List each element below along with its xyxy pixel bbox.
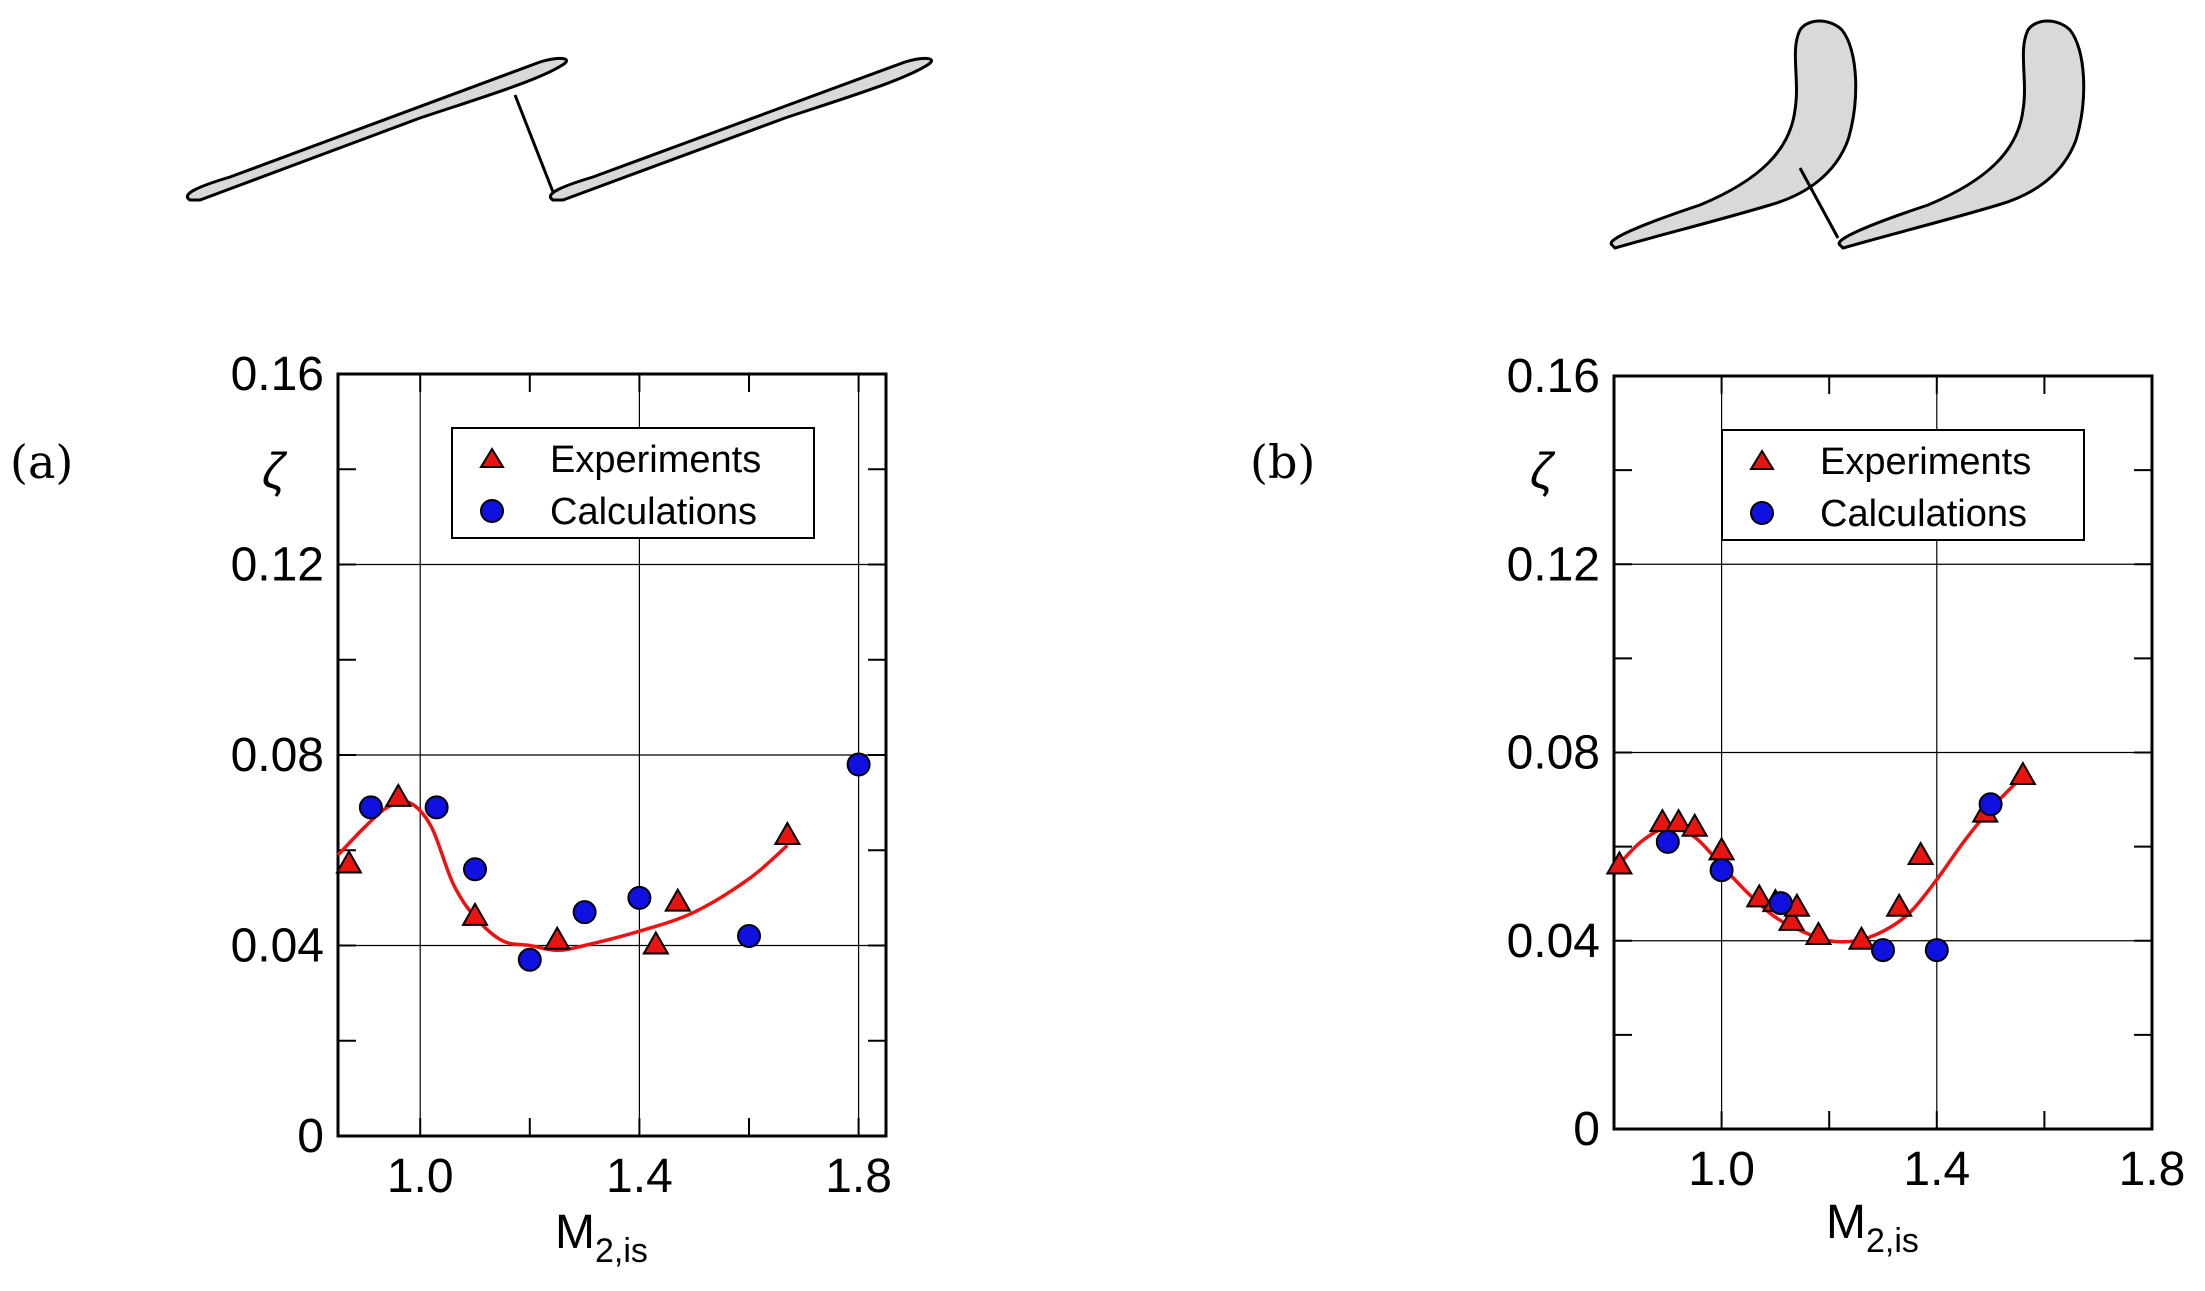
panel-a-label: (a)	[10, 435, 74, 489]
chart-a-legend-calculations: Calculations	[550, 491, 757, 533]
chart-a-xlabel: M2,is	[555, 1206, 648, 1270]
chart-b-ylabel: ζ	[1530, 443, 1556, 499]
chart-b-ytick-label-4: 0.16	[1507, 350, 1600, 403]
chart-b-ytick-labels: 0 0.04 0.08 0.12 0.16	[1507, 350, 1600, 1156]
chart-b-xlabel: M2,is	[1826, 1196, 1919, 1260]
blade-a2	[549, 56, 933, 202]
chart-a-experiment-point	[543, 925, 571, 950]
chart-a-calculation-point	[517, 947, 542, 972]
chart-a-xtick-label-1: 1.4	[606, 1150, 673, 1203]
chart-b-experiment-point	[1885, 892, 1913, 917]
panel-b-label: (b)	[1250, 435, 1316, 489]
chart-a-experiment-point	[461, 901, 489, 926]
chart-a-experiment-point	[773, 820, 802, 845]
chart-a-legend-experiments: Experiments	[550, 439, 761, 481]
chart-b-experiment-point	[1605, 850, 1634, 875]
chart-a-xtick-label-0: 1.0	[387, 1150, 454, 1203]
blade-b2	[1837, 19, 2086, 250]
chart-b-experiment-point	[2009, 761, 2037, 786]
chart-a-ytick-label-3: 0.12	[231, 539, 324, 592]
chart-b-calculation-point	[1655, 829, 1680, 854]
chart-a-ytick-labels: 0 0.04 0.08 0.12 0.16	[231, 348, 324, 1163]
chart-b-calculation-point	[1768, 891, 1793, 916]
chart-b-experiment-point	[1804, 921, 1833, 946]
chart-b-experiment-point	[1745, 883, 1773, 908]
chart-b-xtick-labels: 1.0 1.4 1.8	[1688, 1143, 2185, 1196]
chart-a-points	[335, 752, 871, 972]
chart-b-ytick-label-0: 0	[1573, 1103, 1600, 1156]
chart-a-experiment-point	[384, 782, 413, 807]
chart-b-calculation-point	[1709, 858, 1734, 883]
chart-b-ytick-label-2: 0.08	[1507, 727, 1600, 780]
chart-b-fit-curve	[1612, 774, 2025, 944]
chart-b-calculation-point	[1871, 938, 1895, 963]
chart-b-experiment-point	[1777, 906, 1806, 931]
chart-a-experiment-point	[335, 849, 363, 874]
chart-b-legend-box	[1721, 429, 2085, 541]
chart-a-ylabel: ζ	[262, 443, 288, 499]
chart-b-calculation-point	[1978, 792, 2003, 817]
chart-a-calculation-point	[737, 923, 761, 948]
pitch-line-a	[513, 94, 555, 193]
chart-a-calculation-point	[463, 857, 487, 882]
chart-b-experiment-point	[1906, 841, 1935, 866]
chart-b-legend-calculations-marker	[1750, 501, 1774, 525]
chart-b-fit-line	[1612, 774, 2025, 944]
chart-a-experiment-point	[664, 887, 692, 912]
chart-a-ytick-label-4: 0.16	[231, 348, 324, 401]
blade-cascade-b	[1609, 19, 2086, 250]
chart-a-legend-calculations-marker	[480, 499, 504, 523]
chart-b-experiment-point	[1664, 808, 1693, 833]
chart-b-experiment-point	[1707, 836, 1736, 861]
chart-a-xtick-label-2: 1.8	[825, 1150, 892, 1203]
chart-b-xtick-label-0: 1.0	[1688, 1143, 1755, 1196]
blade-b1	[1609, 19, 1858, 250]
pitch-line-b	[1798, 167, 1840, 239]
chart-a-calculation-point	[424, 795, 449, 820]
chart-a-calculation-point	[358, 795, 383, 820]
chart-b-legend-experiments-marker	[1749, 449, 1775, 470]
chart-b-legend-experiments: Experiments	[1820, 441, 2031, 483]
chart-b-ytick-label-3: 0.12	[1507, 538, 1600, 591]
chart-a-legend-experiments-marker	[479, 447, 505, 468]
chart-a-ytick-label-1: 0.04	[231, 920, 324, 973]
chart-a-experiment-point	[642, 930, 670, 955]
blade-a1	[186, 56, 568, 202]
chart-b-calculation-point	[1924, 938, 1949, 963]
chart-a-fit-line	[336, 799, 789, 953]
chart-b-ytick-label-1: 0.04	[1507, 915, 1600, 968]
chart-a-calculation-point	[572, 900, 597, 925]
chart-b-points	[1605, 761, 2037, 963]
chart-a-xtick-labels: 1.0 1.4 1.8	[387, 1150, 892, 1203]
chart-b-experiment-point	[1680, 812, 1709, 837]
chart-a-xlabel-sub: 2,is	[595, 1232, 648, 1270]
chart-a-calculation-point	[846, 752, 871, 777]
blade-cascade-a	[186, 56, 933, 202]
chart-b-legend-calculations: Calculations	[1820, 493, 2027, 535]
chart-b-experiment-point	[1847, 925, 1876, 950]
chart-a-ytick-label-0: 0	[297, 1110, 324, 1163]
chart-b-xtick-label-1: 1.4	[1903, 1143, 1970, 1196]
chart-a-fit-curve	[336, 799, 789, 953]
chart-b-xlabel-main: M	[1826, 1196, 1866, 1249]
chart-a-legend-box	[451, 427, 815, 539]
chart-a-grid	[338, 374, 886, 1136]
chart-a-xlabel-main: M	[555, 1206, 595, 1259]
chart-b-legend: Experiments Calculations	[1721, 429, 2085, 541]
chart-b-xlabel-sub: 2,is	[1866, 1222, 1919, 1260]
chart-a-legend: Experiments Calculations	[451, 427, 815, 539]
chart-a-ticks	[338, 373, 886, 1137]
chart-b-xtick-label-2: 1.8	[2119, 1143, 2186, 1196]
chart-b: 0 0.04 0.08 0.12 0.16 1.0 1.4 1.8 ζ M2,is Expe…	[1507, 350, 2186, 1260]
chart-b-ticks	[1613, 375, 2153, 1130]
chart-a: 0 0.04 0.08 0.12 0.16 1.0 1.4 1.8 ζ M2,is Expe…	[231, 348, 892, 1270]
chart-a-ytick-label-2: 0.08	[231, 729, 324, 782]
chart-a-calculation-point	[627, 885, 652, 910]
